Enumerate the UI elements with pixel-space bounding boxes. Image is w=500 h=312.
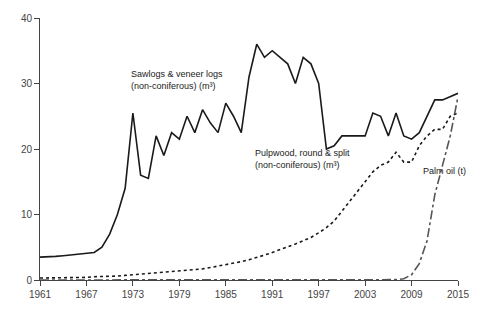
svg-text:1997: 1997 (308, 289, 331, 300)
svg-text:1973: 1973 (122, 289, 145, 300)
svg-text:1979: 1979 (168, 289, 191, 300)
svg-text:10: 10 (21, 209, 33, 220)
svg-text:0: 0 (26, 275, 32, 286)
svg-text:20: 20 (21, 144, 33, 155)
svg-text:Palm oil (t): Palm oil (t) (423, 166, 466, 176)
svg-text:Pulpwood, round & split(non-co: Pulpwood, round & split(non-coniferous) … (255, 148, 350, 170)
svg-text:30: 30 (21, 78, 33, 89)
svg-text:1967: 1967 (75, 289, 98, 300)
svg-text:1991: 1991 (261, 289, 284, 300)
svg-text:2015: 2015 (447, 289, 470, 300)
svg-text:1961: 1961 (29, 289, 52, 300)
svg-text:2009: 2009 (400, 289, 423, 300)
svg-text:40: 40 (21, 13, 33, 24)
svg-text:Sawlogs & veneer logs(non-coni: Sawlogs & veneer logs(non-coniferous) (m… (131, 69, 223, 91)
svg-text:1985: 1985 (215, 289, 238, 300)
svg-text:2003: 2003 (354, 289, 377, 300)
